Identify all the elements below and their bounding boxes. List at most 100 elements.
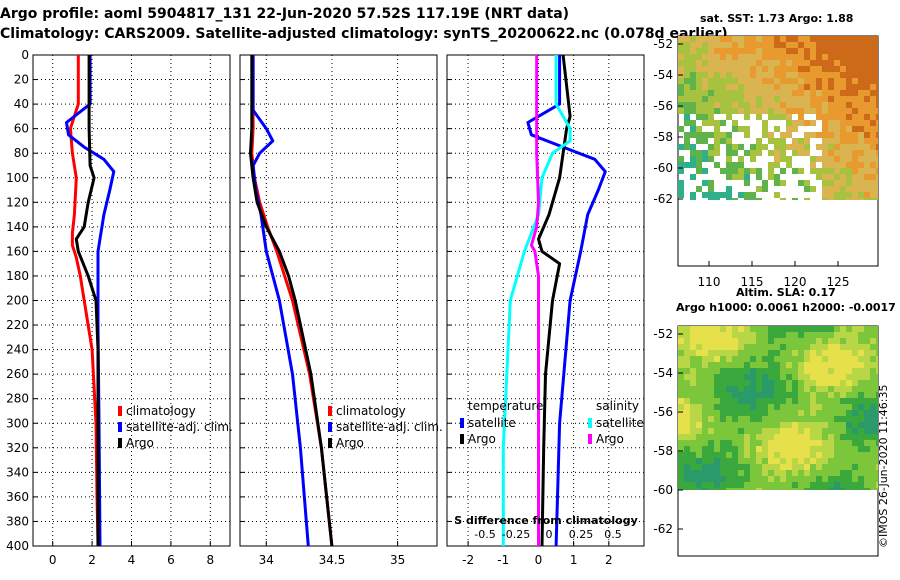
map-cell <box>780 440 786 446</box>
map-cell <box>744 344 750 350</box>
map-cell <box>840 54 846 60</box>
map-cell <box>822 84 828 90</box>
map-cell <box>870 410 876 416</box>
map-cell <box>780 156 786 162</box>
map-cell <box>696 392 702 398</box>
map-cell <box>696 326 702 332</box>
map-cell <box>684 452 690 458</box>
sla-map-title: Altim. SLA: 0.17 <box>736 286 836 299</box>
map-cell <box>876 434 878 440</box>
map-cell <box>690 198 696 200</box>
map-cell <box>822 482 828 488</box>
map-cell <box>828 72 834 78</box>
map-cell <box>702 476 708 482</box>
map-cell <box>834 72 840 78</box>
map-cell <box>822 96 828 102</box>
map-cell <box>702 374 708 380</box>
map-cell <box>726 150 732 156</box>
map-cell <box>714 84 720 90</box>
map-cell <box>816 108 822 114</box>
map-cell <box>822 102 828 108</box>
map-cell <box>786 60 792 66</box>
map-cell <box>678 126 684 132</box>
map-cell <box>816 60 822 66</box>
map-cell <box>846 156 852 162</box>
map-cell <box>768 66 774 72</box>
map-cell <box>780 90 786 96</box>
map-cell <box>684 78 690 84</box>
map-cell <box>708 482 714 488</box>
map-cell <box>750 90 756 96</box>
map-cell <box>876 42 878 48</box>
map-cell <box>864 482 870 488</box>
map-cell <box>744 350 750 356</box>
map-cell <box>768 338 774 344</box>
map-cell <box>864 120 870 126</box>
map-cell <box>792 344 798 350</box>
map-cell <box>714 138 720 144</box>
map-cell <box>846 350 852 356</box>
map-cell <box>774 54 780 60</box>
map-cell <box>774 108 780 114</box>
map-cell <box>750 66 756 72</box>
map-cell <box>702 416 708 422</box>
legend-swatch <box>328 438 332 448</box>
map-cell <box>768 488 774 490</box>
map-cell <box>678 344 684 350</box>
map-cell <box>738 398 744 404</box>
map-cell <box>780 78 786 84</box>
map-cell <box>684 338 690 344</box>
map-cell <box>744 332 750 338</box>
map-cell <box>828 84 834 90</box>
map-cell <box>684 458 690 464</box>
map-cell <box>684 132 690 138</box>
map-cell <box>816 458 822 464</box>
map-cell <box>876 198 878 200</box>
map-cell <box>768 96 774 102</box>
map-cell <box>684 446 690 452</box>
map-cell <box>762 42 768 48</box>
map-cell <box>780 386 786 392</box>
map-cell <box>798 108 804 114</box>
map-cell <box>810 108 816 114</box>
map-cell <box>768 398 774 404</box>
map-cell <box>834 440 840 446</box>
map-cell <box>876 332 878 338</box>
y-tick-label: 280 <box>6 392 29 406</box>
map-cell <box>816 326 822 332</box>
map-cell <box>702 404 708 410</box>
imos-credit: ©IMOS 26-Jun-2020 11:46:35 <box>877 384 890 548</box>
map-cell <box>678 380 684 386</box>
map-cell <box>738 380 744 386</box>
map-cell <box>864 90 870 96</box>
map-cell <box>726 416 732 422</box>
map-cell <box>786 90 792 96</box>
map-cell <box>798 120 804 126</box>
map-cell <box>822 192 828 198</box>
map-cell <box>714 192 720 198</box>
map-cell <box>780 48 786 54</box>
legend-group-title: salinity <box>596 399 639 413</box>
map-cell <box>840 428 846 434</box>
map-cell <box>774 488 780 490</box>
map-cell <box>822 72 828 78</box>
map-cell <box>732 36 738 42</box>
map-cell <box>762 126 768 132</box>
map-cell <box>840 42 846 48</box>
map-cell <box>774 428 780 434</box>
map-cell <box>810 416 816 422</box>
map-cell <box>852 54 858 60</box>
map-cell <box>876 374 878 380</box>
map-cell <box>792 72 798 78</box>
map-cell <box>846 392 852 398</box>
map-cell <box>786 162 792 168</box>
map-cell <box>768 470 774 476</box>
map-cell <box>714 132 720 138</box>
map-cell <box>768 168 774 174</box>
map-cell <box>834 132 840 138</box>
map-cell <box>864 416 870 422</box>
map-cell <box>678 168 684 174</box>
map-cell <box>852 434 858 440</box>
legend-label: satellite-adj. clim. <box>336 420 443 434</box>
map-cell <box>798 440 804 446</box>
